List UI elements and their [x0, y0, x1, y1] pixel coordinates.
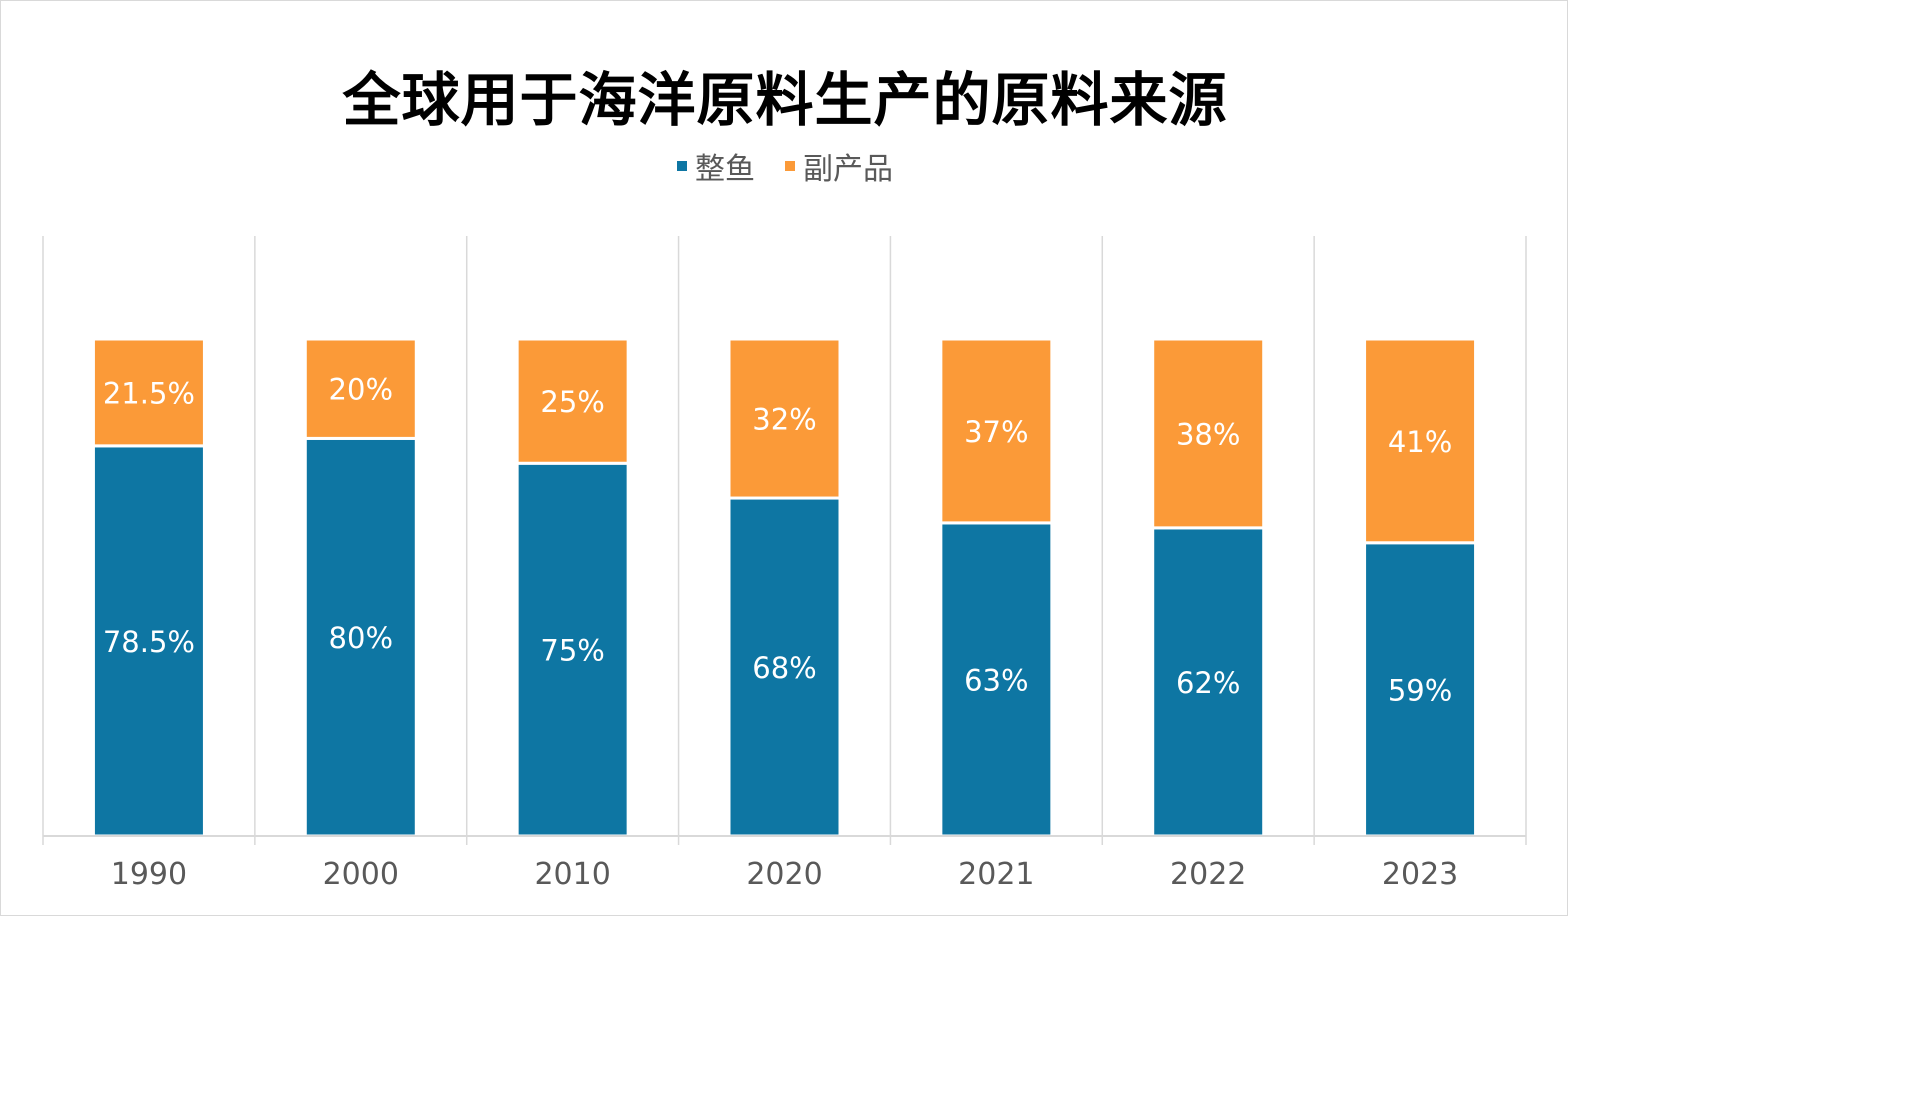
data-label-byproduct: 41% [1388, 425, 1452, 459]
legend-label-byproduct: 副产品 [803, 152, 893, 187]
data-label-byproduct: 20% [329, 373, 393, 407]
bar-whole-fish [1363, 541, 1478, 838]
bar-whole-fish [303, 436, 418, 838]
bar-byproduct [1363, 337, 1478, 545]
bar-byproduct [91, 337, 206, 448]
bar-byproduct [939, 337, 1054, 525]
legend-item-whole-fish: 整鱼 [677, 144, 755, 188]
x-tick-label: 1990 [111, 857, 187, 892]
x-tick-label: 2010 [534, 857, 610, 892]
data-label-whole-fish: 68% [752, 651, 816, 685]
data-label-byproduct: 25% [540, 385, 604, 419]
bar-byproduct [515, 337, 630, 465]
data-label-whole-fish: 75% [540, 634, 604, 668]
bar-byproduct [303, 337, 418, 440]
data-label-byproduct: 32% [752, 403, 816, 437]
bar-whole-fish [727, 496, 842, 838]
legend-item-byproduct: 副产品 [785, 144, 893, 188]
bar-byproduct [727, 337, 842, 500]
x-tick-label: 2000 [323, 857, 399, 892]
data-label-whole-fish: 78.5% [103, 625, 195, 659]
data-label-byproduct: 37% [964, 415, 1028, 449]
data-label-byproduct: 21.5% [103, 376, 195, 410]
data-label-whole-fish: 63% [964, 663, 1028, 697]
chart-title: 全球用于海洋原料生产的原料来源 [342, 66, 1228, 134]
legend-label-whole-fish: 整鱼 [695, 152, 755, 187]
legend-swatch-byproduct [785, 161, 795, 171]
x-tick-label: 2020 [746, 857, 822, 892]
data-label-whole-fish: 62% [1176, 666, 1240, 700]
x-tick-label: 2021 [958, 857, 1034, 892]
bar-byproduct [1151, 337, 1266, 530]
x-tick-label: 2022 [1170, 857, 1246, 892]
x-tick-label: 2023 [1382, 857, 1458, 892]
data-label-whole-fish: 59% [1388, 673, 1452, 707]
legend-swatch-whole-fish [677, 161, 687, 171]
plot-area: 78.5% 21.5% 1990 80% 20% 2000 75% 25% 2010 68% 32%… [42, 236, 1527, 892]
chart-legend: 整鱼 副产品 [1, 144, 1569, 188]
data-label-whole-fish: 80% [329, 621, 393, 655]
data-label-byproduct: 38% [1176, 417, 1240, 451]
bar-whole-fish [1151, 526, 1266, 838]
bar-whole-fish [91, 444, 206, 838]
chart-frame: 全球用于海洋原料生产的原料来源 整鱼 副产品 78.5% 21.5% 1990 80%… [0, 0, 1568, 916]
